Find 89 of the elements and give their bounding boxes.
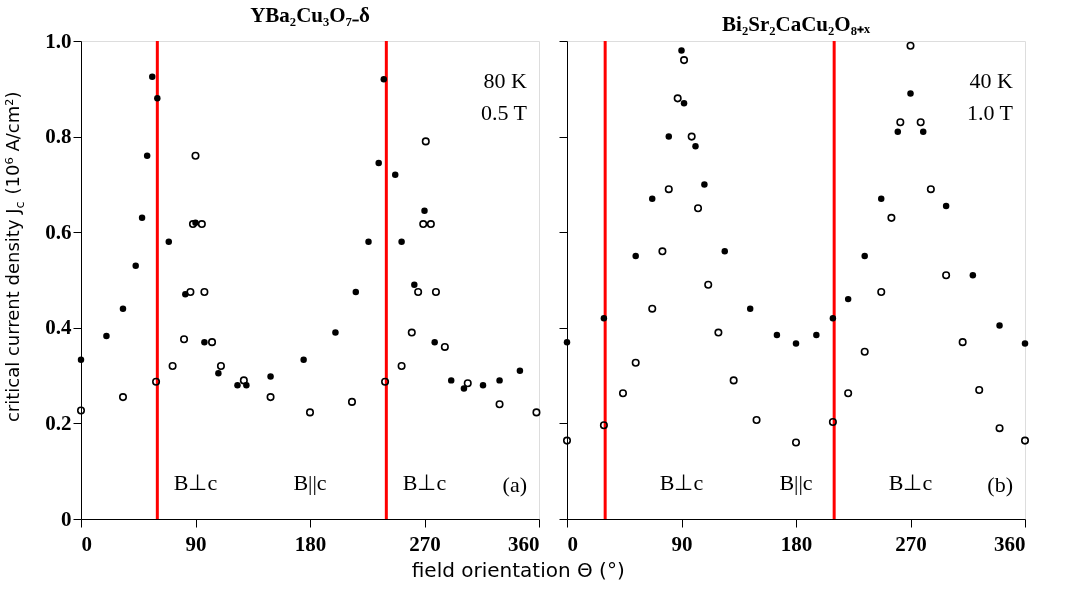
annotation: B||c — [779, 470, 813, 495]
point — [215, 369, 222, 377]
x-tick-label: 360 — [508, 531, 540, 556]
x-axis-title: field orientation Θ (°) — [411, 557, 625, 582]
annotation: 80 K — [483, 68, 528, 93]
point — [201, 338, 208, 346]
point — [149, 73, 156, 81]
y-axis-title: critical current density Jc (10⁶ A/cm²) — [2, 91, 27, 423]
point — [300, 356, 307, 364]
x-tick-label: 0 — [81, 531, 92, 556]
point — [186, 287, 195, 296]
point — [460, 385, 468, 392]
point — [152, 377, 161, 386]
annotation: (a) — [502, 472, 527, 497]
point — [191, 151, 200, 160]
point — [332, 329, 339, 336]
annotation: (b) — [987, 472, 1013, 497]
point — [440, 342, 449, 351]
point — [216, 362, 225, 371]
x-tick-label: 360 — [994, 531, 1026, 556]
point — [132, 262, 139, 269]
point — [168, 362, 177, 371]
point — [352, 288, 360, 296]
x-tick-label: 0 — [567, 531, 578, 556]
x-tick-label: 270 — [409, 531, 441, 556]
point — [421, 207, 428, 214]
point — [76, 406, 86, 415]
chart-title: YBa₂Cu₃O₇₋δ — [250, 3, 370, 27]
point — [347, 397, 357, 406]
point — [119, 305, 127, 312]
y-tick-label: 0.8 — [45, 124, 72, 149]
x-tick-label: 270 — [895, 531, 927, 556]
point — [426, 220, 435, 229]
point — [239, 376, 248, 385]
x-tick-label: 90 — [671, 531, 693, 556]
x-tick-label: 180 — [294, 531, 327, 556]
y-tick-label: 1.0 — [45, 28, 72, 53]
annotation: B⊥c — [173, 470, 218, 495]
point — [188, 220, 197, 229]
point — [392, 171, 399, 179]
point — [397, 362, 406, 371]
point — [421, 137, 430, 146]
point — [431, 287, 440, 296]
point — [381, 377, 390, 386]
y-tick-label: 0 — [61, 506, 72, 531]
annotation: 0.5 T — [480, 100, 528, 125]
point — [234, 381, 241, 389]
annotation: B⊥c — [659, 470, 704, 495]
point — [180, 335, 189, 344]
point — [118, 393, 128, 402]
point — [143, 152, 151, 159]
point — [419, 220, 428, 229]
point — [496, 377, 503, 384]
point — [200, 287, 209, 296]
point — [138, 214, 146, 222]
point — [208, 338, 217, 347]
annotation: B⊥c — [402, 470, 447, 495]
annotation: 1.0 T — [966, 100, 1014, 125]
point — [365, 238, 372, 245]
chart-title: Bi₂Sr₂CaCu₂O₈₊ₓ — [722, 12, 871, 37]
y-tick-label: 0.2 — [45, 410, 72, 435]
annotation: B||c — [293, 470, 327, 495]
point — [380, 76, 388, 83]
point — [398, 238, 405, 245]
point — [495, 400, 504, 409]
point — [463, 379, 472, 388]
point — [414, 287, 423, 296]
point — [516, 367, 524, 375]
point — [267, 373, 274, 380]
point — [154, 95, 161, 102]
y-tick-label: 0.4 — [45, 315, 72, 340]
point — [305, 408, 315, 417]
point — [197, 220, 206, 229]
point — [447, 377, 455, 384]
annotation: B⊥c — [888, 470, 933, 495]
point — [479, 381, 487, 389]
point — [165, 238, 173, 245]
point — [77, 356, 85, 364]
point — [103, 332, 110, 340]
y-tick-label: 0.6 — [45, 219, 72, 244]
point — [431, 338, 438, 346]
x-tick-label: 180 — [780, 531, 813, 556]
point — [532, 408, 541, 417]
x-tick-label: 90 — [185, 531, 207, 556]
point — [407, 328, 416, 337]
point — [266, 393, 275, 402]
point — [411, 281, 418, 289]
point — [375, 159, 382, 167]
annotation: 40 K — [969, 68, 1014, 93]
